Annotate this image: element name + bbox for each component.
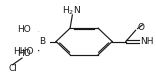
Text: HO: HO: [17, 49, 31, 58]
Text: HO: HO: [17, 25, 31, 34]
Text: O: O: [137, 23, 144, 32]
Text: Cl: Cl: [8, 64, 17, 73]
Text: B: B: [39, 37, 46, 46]
Text: NH: NH: [140, 37, 154, 46]
Text: HHO: HHO: [13, 47, 33, 56]
Text: H$_2$N: H$_2$N: [62, 4, 81, 17]
